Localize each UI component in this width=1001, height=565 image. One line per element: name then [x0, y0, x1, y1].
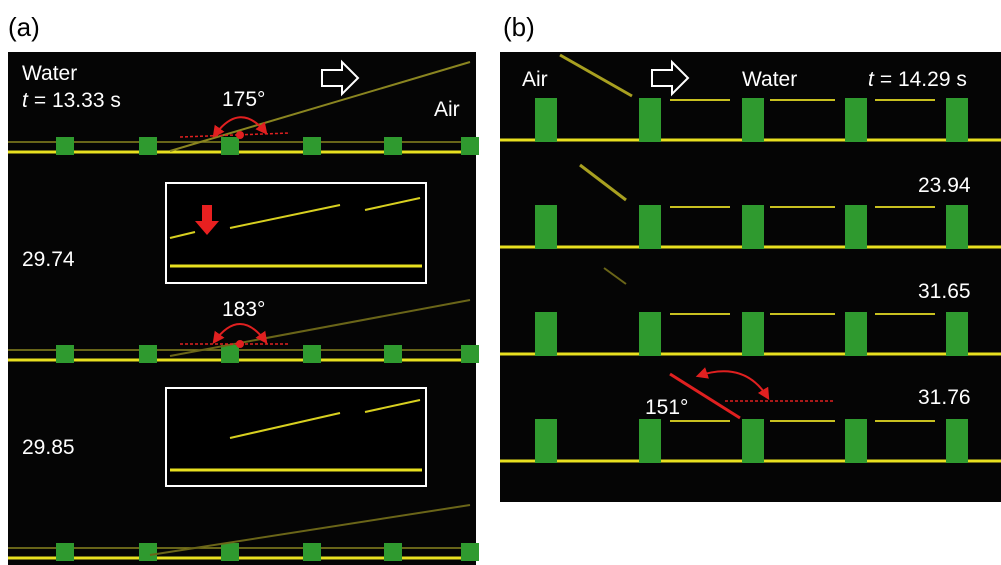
pillar	[56, 345, 74, 363]
panel-label: (b)	[503, 12, 535, 42]
pillar	[139, 345, 157, 363]
medium-label: Air	[522, 68, 548, 91]
time-label: t= 13.33 s	[22, 89, 121, 112]
pillar	[639, 312, 661, 356]
pillar	[384, 345, 402, 363]
pillar	[384, 543, 402, 561]
medium-label: Water	[742, 68, 797, 91]
pillar	[639, 98, 661, 142]
angle-label: 151°	[645, 396, 688, 419]
time-value: = 13.33 s	[34, 89, 121, 112]
pillar	[56, 137, 74, 155]
pillar	[221, 345, 239, 363]
pillar	[845, 98, 867, 142]
pillar	[742, 419, 764, 463]
pillar	[845, 205, 867, 249]
angle-label: 183°	[222, 298, 265, 321]
pillar	[946, 312, 968, 356]
inset	[166, 183, 426, 283]
contact-point	[236, 131, 244, 139]
medium-label: Air	[434, 98, 460, 121]
pillar	[56, 543, 74, 561]
time-label: 29.74	[22, 248, 75, 271]
pillar	[139, 543, 157, 561]
pillar	[303, 345, 321, 363]
pillar	[535, 419, 557, 463]
time-label: t= 14.29 s	[868, 68, 967, 91]
pillar	[639, 419, 661, 463]
time-label: 23.94	[918, 174, 971, 197]
page: {"panel_a": {"label": "(a)", "medium_lef…	[0, 0, 1001, 565]
pillar	[221, 137, 239, 155]
time-label: 31.76	[918, 386, 971, 409]
medium-label: Water	[22, 62, 77, 85]
panel-label: (a)	[8, 12, 40, 42]
angle-label: 175°	[222, 88, 265, 111]
pillar	[946, 205, 968, 249]
pillar	[535, 98, 557, 142]
time-value: = 14.29 s	[880, 68, 967, 91]
pillar	[845, 419, 867, 463]
pillar	[461, 345, 479, 363]
pillar	[221, 543, 239, 561]
time-label: 29.85	[22, 436, 75, 459]
pillar	[742, 312, 764, 356]
pillar	[845, 312, 867, 356]
pillar	[535, 312, 557, 356]
time-label: 31.65	[918, 280, 971, 303]
pillar	[946, 98, 968, 142]
pillar	[742, 98, 764, 142]
pillar	[742, 205, 764, 249]
pillar	[639, 205, 661, 249]
pillar	[535, 205, 557, 249]
contact-point	[236, 340, 244, 348]
pillar	[139, 137, 157, 155]
pillar	[461, 137, 479, 155]
figure: (a) Water t= 13.33 s 175° Air 29.74 183°…	[0, 0, 1001, 565]
pillar	[303, 543, 321, 561]
pillar	[384, 137, 402, 155]
pillar	[461, 543, 479, 561]
pillar	[303, 137, 321, 155]
pillar	[946, 419, 968, 463]
